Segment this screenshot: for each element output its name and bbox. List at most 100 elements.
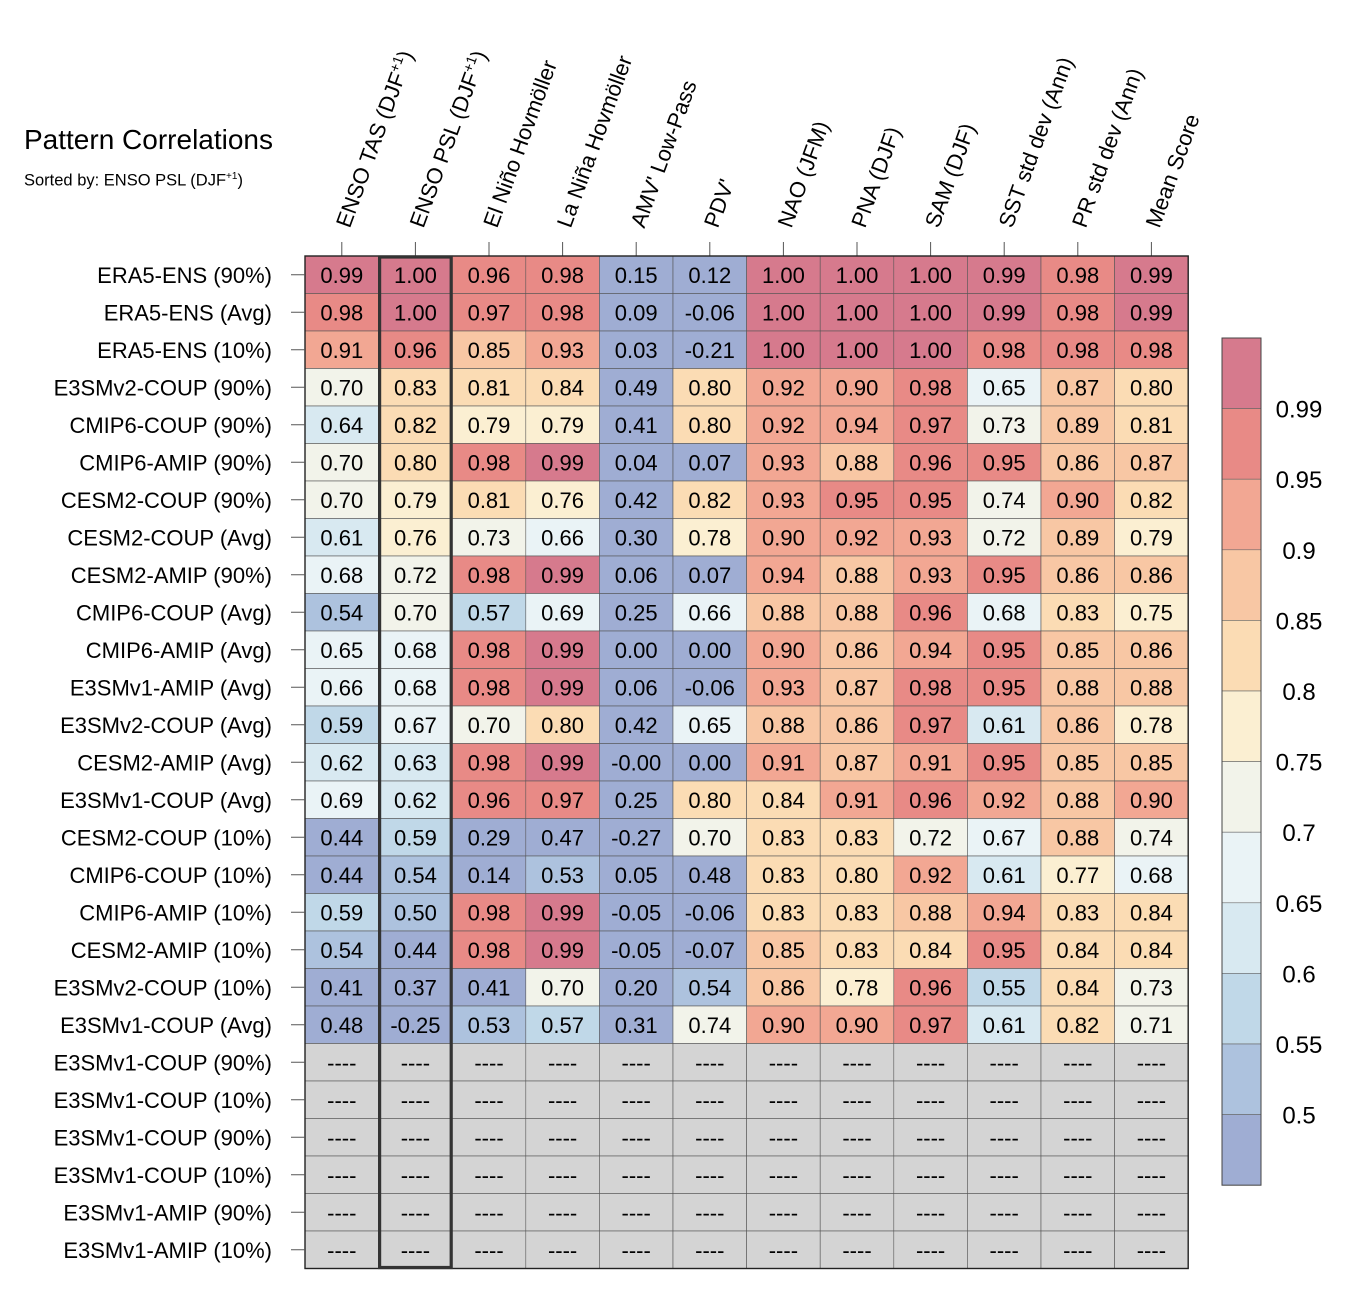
cell-value-label: 0.87 (1130, 450, 1173, 475)
heatmap-cell (304, 705, 379, 744)
cell-value-label: -0.00 (611, 750, 661, 775)
heatmap-cell (893, 255, 968, 294)
cell-value-label: 0.68 (394, 675, 437, 700)
cell-value-label: 0.99 (541, 563, 584, 588)
cell-value-label: 0.70 (394, 600, 437, 625)
heatmap-cell (967, 705, 1042, 744)
cell-value-label: ---- (916, 1050, 945, 1075)
cell-value-label: 0.67 (394, 713, 437, 738)
cell-value-label: 0.91 (836, 788, 879, 813)
heatmap-cell (1040, 1155, 1115, 1194)
heatmap-cell (1040, 893, 1115, 932)
heatmap-cell (304, 518, 379, 557)
cell-value-label: 0.97 (541, 788, 584, 813)
cell-value-label: 0.79 (1130, 525, 1173, 550)
cell-value-label: 0.92 (762, 375, 805, 400)
heatmap-cell (967, 630, 1042, 669)
heatmap-cell (893, 593, 968, 632)
heatmap-cell (304, 1005, 379, 1044)
heatmap-cell (304, 743, 379, 782)
row-label-e3smv2-coup-90: E3SMv2-COUP (90%) (54, 375, 272, 400)
cell-value-label: 0.98 (909, 675, 952, 700)
cell-value-label: 0.41 (320, 975, 363, 1000)
cell-value-label: 0.99 (541, 675, 584, 700)
heatmap-cell (525, 1193, 600, 1232)
cell-value-label: 0.94 (909, 638, 952, 663)
cell-value-label: 0.49 (615, 375, 658, 400)
heatmap-cell (525, 405, 600, 444)
cell-value-label: 0.82 (1130, 488, 1173, 513)
cell-value-label: 0.99 (541, 638, 584, 663)
cell-value-label: 0.61 (983, 713, 1026, 738)
cell-value-label: 0.57 (468, 600, 511, 625)
cell-value-label: ---- (474, 1163, 503, 1188)
cell-value-label: 0.98 (468, 450, 511, 475)
row-label-cmip6-coup-avg: CMIP6-COUP (Avg) (76, 600, 272, 625)
heatmap-cell (378, 893, 453, 932)
cell-value-label: 0.66 (688, 600, 731, 625)
cell-value-label: 0.98 (1056, 300, 1099, 325)
cell-value-label: 0.70 (468, 713, 511, 738)
cell-value-label: ---- (1063, 1125, 1092, 1150)
heatmap-cell (819, 1118, 895, 1157)
colorbar-swatch (1221, 1043, 1262, 1115)
colorbar-frame (1221, 337, 1262, 1186)
heatmap-cell (378, 255, 453, 294)
column-label-la-ni-a-hovm-ller: La Niña Hovmöller (552, 52, 637, 231)
cell-value-label: 0.90 (1130, 788, 1173, 813)
heatmap-cell (1114, 518, 1189, 557)
heatmap-cell (451, 405, 527, 444)
heatmap-cell (378, 405, 453, 444)
cell-value-label: 1.00 (836, 300, 879, 325)
cell-value-label: 0.00 (688, 750, 731, 775)
cell-value-label: ---- (916, 1163, 945, 1188)
heatmap-cell (672, 893, 747, 932)
column-label-pr-std-dev-ann: PR std dev (Ann) (1067, 65, 1148, 231)
cell-value-label: 0.79 (541, 413, 584, 438)
row-label-cmip6-coup-90: CMIP6-COUP (90%) (69, 413, 272, 438)
cell-value-label: 0.86 (836, 713, 879, 738)
cell-value-label: ---- (401, 1050, 430, 1075)
heatmap-cell (304, 293, 379, 332)
heatmap-cell (893, 780, 968, 819)
heatmap-cell (672, 480, 747, 519)
cell-value-label: 0.80 (1130, 375, 1173, 400)
heatmap-cell (378, 555, 453, 594)
cell-value-label: 0.37 (394, 975, 437, 1000)
heatmap-cell (819, 518, 895, 557)
cell-value-label: 0.99 (1130, 263, 1173, 288)
column-label-enso-tas-djf-1: ENSO TAS (DJF+1) (330, 47, 418, 231)
heatmap-cell (819, 855, 895, 894)
heatmap-cell (819, 705, 895, 744)
heatmap-cell (967, 893, 1042, 932)
heatmap-cell (893, 368, 968, 407)
cell-value-label: 0.47 (541, 825, 584, 850)
heatmap-cell (1040, 630, 1115, 669)
heatmap-cell (967, 518, 1042, 557)
heatmap-cell (525, 555, 600, 594)
cell-value-label: 0.95 (983, 675, 1026, 700)
cell-value-label: 1.00 (762, 263, 805, 288)
cell-value-label: 0.96 (468, 788, 511, 813)
cell-value-label: ---- (327, 1088, 356, 1113)
heatmap-cell (1114, 780, 1189, 819)
heatmap-cell (599, 293, 674, 332)
heatmap-cell (819, 818, 895, 857)
cell-value-label: ---- (916, 1200, 945, 1225)
cell-value-label: ---- (842, 1125, 871, 1150)
heatmap-cell (819, 630, 895, 669)
heatmap-cell (746, 668, 821, 707)
column-label-el-ni-o-hovm-ller: El Niño Hovmöller (478, 57, 562, 231)
heatmap-cell (1114, 855, 1189, 894)
heatmap-cell (378, 368, 453, 407)
heatmap-cell (893, 443, 968, 482)
heatmap-cell (451, 368, 527, 407)
cell-value-label: 0.74 (1130, 825, 1173, 850)
cell-value-label: 0.84 (1056, 938, 1099, 963)
colorbar-tick-label: 0.65 (1276, 891, 1323, 918)
column-label-enso-psl-djf-1: ENSO PSL (DJF+1) (404, 47, 492, 231)
cell-value-label: 0.81 (468, 488, 511, 513)
cell-value-label: 0.97 (468, 300, 511, 325)
row-label-cesm2-coup-90: CESM2-COUP (90%) (61, 488, 272, 513)
cell-value-label: 0.88 (1056, 825, 1099, 850)
